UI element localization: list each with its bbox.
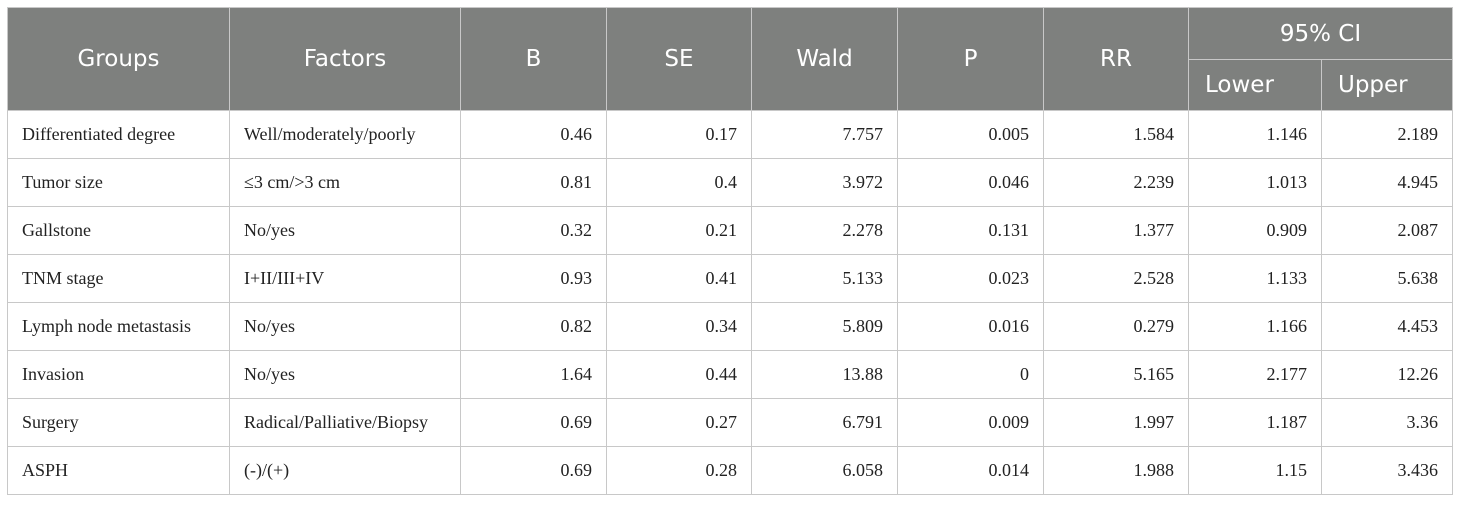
cell-factor: No/yes <box>229 302 461 351</box>
cell-lower: 1.187 <box>1188 398 1322 447</box>
cell-group: Differentiated degree <box>7 110 230 159</box>
cell-lower: 2.177 <box>1188 350 1322 399</box>
header-factors: Factors <box>229 7 461 111</box>
cell-upper: 3.36 <box>1321 398 1453 447</box>
header-wald: Wald <box>751 7 898 111</box>
cell-upper: 4.945 <box>1321 158 1453 207</box>
cell-upper: 3.436 <box>1321 446 1453 495</box>
header-95-ci: 95% CI <box>1188 7 1453 60</box>
cell-group: Surgery <box>7 398 230 447</box>
cell-wald: 6.058 <box>751 446 898 495</box>
cell-rr: 1.997 <box>1043 398 1189 447</box>
cell-b: 0.32 <box>460 206 607 255</box>
table-body: Differentiated degree Well/moderately/poo… <box>7 110 1453 495</box>
cell-group: Invasion <box>7 350 230 399</box>
cell-rr: 0.279 <box>1043 302 1189 351</box>
regression-table: Groups Factors B SE Wald P RR 95% CI Low… <box>7 7 1453 495</box>
table-row: ASPH (-)/(+) 0.69 0.28 6.058 0.014 1.988 1.15 3.… <box>7 446 1453 495</box>
table-row: Tumor size ≤3 cm/>3 cm 0.81 0.4 3.972 0.046 2.… <box>7 158 1453 207</box>
cell-group: ASPH <box>7 446 230 495</box>
cell-se: 0.34 <box>606 302 752 351</box>
cell-p: 0.016 <box>897 302 1044 351</box>
cell-b: 0.69 <box>460 398 607 447</box>
cell-upper: 12.26 <box>1321 350 1453 399</box>
cell-lower: 1.133 <box>1188 254 1322 303</box>
cell-p: 0.046 <box>897 158 1044 207</box>
cell-b: 0.82 <box>460 302 607 351</box>
table-row: Surgery Radical/Palliative/Biopsy 0.69 0.27… <box>7 398 1453 447</box>
cell-upper: 2.189 <box>1321 110 1453 159</box>
cell-rr: 2.239 <box>1043 158 1189 207</box>
cell-b: 0.81 <box>460 158 607 207</box>
cell-wald: 5.133 <box>751 254 898 303</box>
cell-se: 0.21 <box>606 206 752 255</box>
cell-group: Gallstone <box>7 206 230 255</box>
cell-wald: 7.757 <box>751 110 898 159</box>
cell-b: 0.69 <box>460 446 607 495</box>
cell-factor: ≤3 cm/>3 cm <box>229 158 461 207</box>
cell-factor: No/yes <box>229 350 461 399</box>
cell-lower: 1.146 <box>1188 110 1322 159</box>
header-p: P <box>897 7 1044 111</box>
table-row: Invasion No/yes 1.64 0.44 13.88 0 5.165 2.177 12… <box>7 350 1453 399</box>
cell-p: 0.014 <box>897 446 1044 495</box>
header-rr: RR <box>1043 7 1189 111</box>
cell-b: 1.64 <box>460 350 607 399</box>
cell-rr: 5.165 <box>1043 350 1189 399</box>
cell-p: 0.023 <box>897 254 1044 303</box>
header-b: B <box>460 7 607 111</box>
cell-se: 0.28 <box>606 446 752 495</box>
cell-factor: Well/moderately/poorly <box>229 110 461 159</box>
cell-se: 0.27 <box>606 398 752 447</box>
cell-se: 0.17 <box>606 110 752 159</box>
cell-b: 0.46 <box>460 110 607 159</box>
cell-se: 0.4 <box>606 158 752 207</box>
cell-wald: 5.809 <box>751 302 898 351</box>
cell-rr: 1.377 <box>1043 206 1189 255</box>
cell-p: 0.009 <box>897 398 1044 447</box>
cell-factor: Radical/Palliative/Biopsy <box>229 398 461 447</box>
cell-group: Lymph node metastasis <box>7 302 230 351</box>
table-row: Differentiated degree Well/moderately/poo… <box>7 110 1453 159</box>
table-header: Groups Factors B SE Wald P RR 95% CI Low… <box>7 7 1453 111</box>
cell-lower: 1.166 <box>1188 302 1322 351</box>
cell-se: 0.44 <box>606 350 752 399</box>
header-groups: Groups <box>7 7 230 111</box>
cell-group: Tumor size <box>7 158 230 207</box>
cell-factor: (-)/(+) <box>229 446 461 495</box>
cell-wald: 3.972 <box>751 158 898 207</box>
cell-b: 0.93 <box>460 254 607 303</box>
header-lower: Lower <box>1188 59 1322 111</box>
table-row: TNM stage I+II/III+IV 0.93 0.41 5.133 0.023 2.… <box>7 254 1453 303</box>
cell-wald: 13.88 <box>751 350 898 399</box>
cell-factor: No/yes <box>229 206 461 255</box>
cell-wald: 6.791 <box>751 398 898 447</box>
cell-group: TNM stage <box>7 254 230 303</box>
cell-upper: 2.087 <box>1321 206 1453 255</box>
cell-lower: 0.909 <box>1188 206 1322 255</box>
header-se: SE <box>606 7 752 111</box>
cell-se: 0.41 <box>606 254 752 303</box>
cell-p: 0 <box>897 350 1044 399</box>
cell-upper: 4.453 <box>1321 302 1453 351</box>
cell-wald: 2.278 <box>751 206 898 255</box>
cell-rr: 1.584 <box>1043 110 1189 159</box>
header-upper: Upper <box>1321 59 1453 111</box>
table-row: Lymph node metastasis No/yes 0.82 0.34 5.809… <box>7 302 1453 351</box>
cell-p: 0.131 <box>897 206 1044 255</box>
table-row: Gallstone No/yes 0.32 0.21 2.278 0.131 1.377 0.… <box>7 206 1453 255</box>
cell-lower: 1.013 <box>1188 158 1322 207</box>
cell-factor: I+II/III+IV <box>229 254 461 303</box>
cell-rr: 1.988 <box>1043 446 1189 495</box>
cell-rr: 2.528 <box>1043 254 1189 303</box>
cell-p: 0.005 <box>897 110 1044 159</box>
cell-upper: 5.638 <box>1321 254 1453 303</box>
cell-lower: 1.15 <box>1188 446 1322 495</box>
